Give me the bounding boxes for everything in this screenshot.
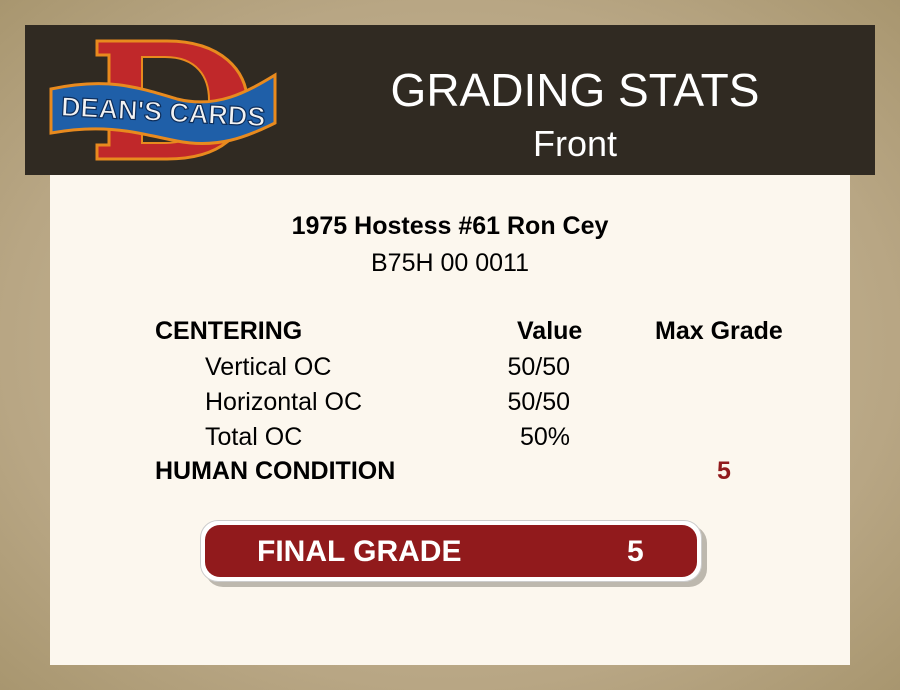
- grading-panel: 1975 Hostess #61 Ron Cey B75H 00 0011 CE…: [50, 175, 850, 665]
- row-label: Total OC: [205, 423, 303, 451]
- deans-cards-logo: DEAN'S CARDS: [49, 39, 277, 161]
- row-value: 50/50: [507, 353, 570, 381]
- card-name: 1975 Hostess #61 Ron Cey: [291, 212, 609, 240]
- row-label: Horizontal OC: [205, 388, 362, 416]
- row-label: Vertical OC: [205, 353, 332, 381]
- cert-number: B75H 00 0011: [371, 249, 529, 277]
- page-subtitle: Front: [532, 123, 618, 164]
- final-grade-label: FINAL GRADE: [257, 535, 462, 568]
- max-grade-header: Max Grade: [655, 317, 783, 345]
- centering-label: CENTERING: [155, 317, 303, 345]
- human-condition-label: HUMAN CONDITION: [155, 457, 396, 485]
- row-value: 50/50: [507, 388, 570, 416]
- row-value: 50%: [519, 423, 570, 451]
- value-header: Value: [517, 317, 583, 345]
- final-grade-box: FINAL GRADE 5: [200, 520, 702, 582]
- page-title: GRADING STATS: [390, 64, 760, 116]
- final-grade-value: 5: [627, 535, 644, 568]
- header: DEAN'S CARDS GRADING STATS Front: [25, 25, 875, 175]
- human-condition-grade: 5: [717, 457, 731, 485]
